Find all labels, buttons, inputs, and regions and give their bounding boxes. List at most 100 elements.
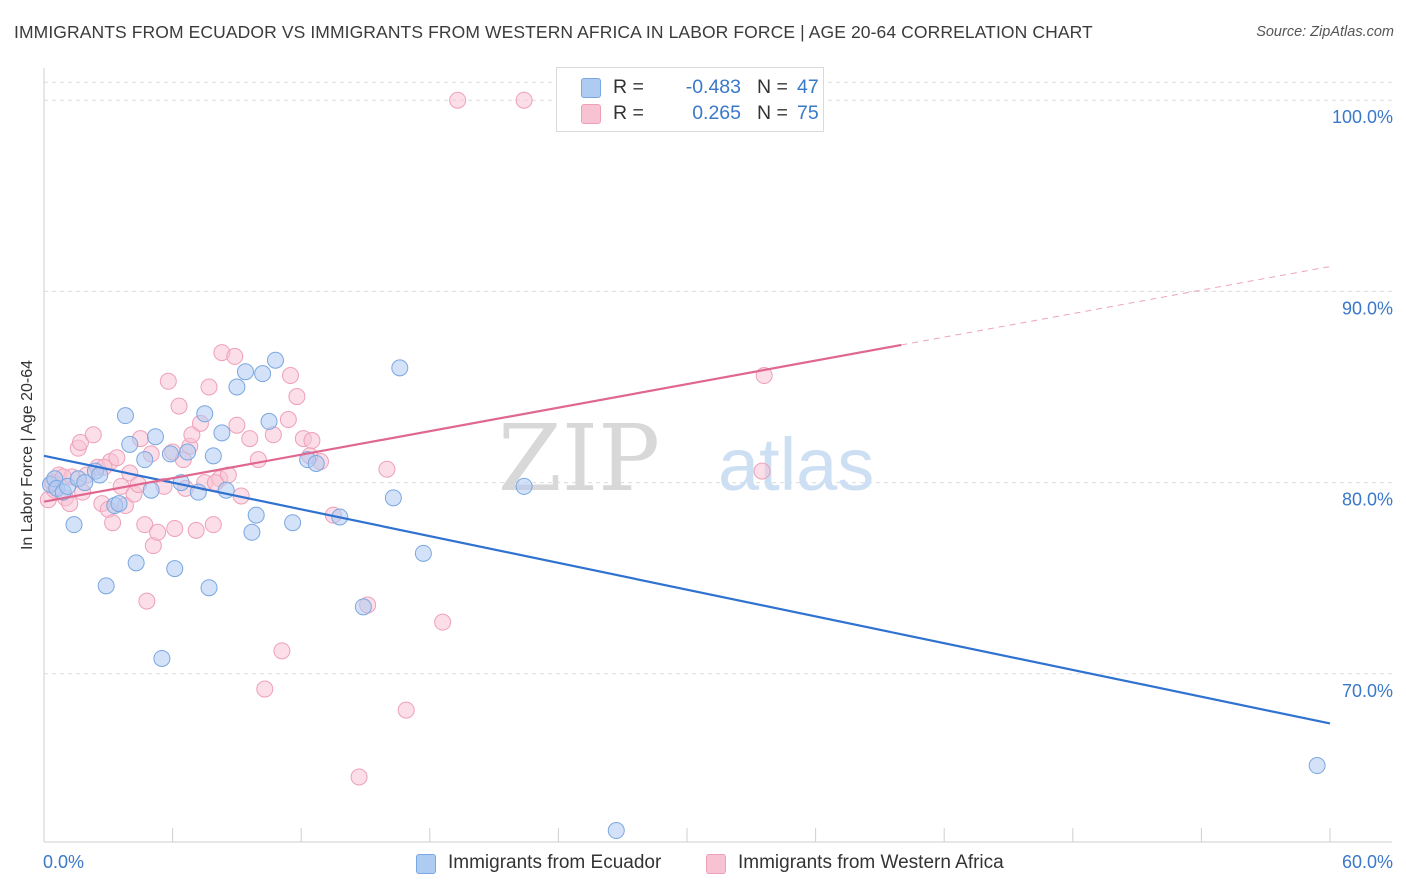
wafrica-point: [200, 378, 218, 396]
ecuador-point: [1308, 757, 1326, 775]
ecuador-point: [161, 445, 179, 463]
ecuador-point: [391, 359, 409, 377]
wafrica-point: [350, 768, 368, 786]
ecuador-point: [200, 579, 218, 597]
ecuador-point: [247, 506, 265, 524]
n-label: N =: [757, 102, 788, 124]
y-tick-labels: 70.0% 80.0% 90.0% 100.0%: [1332, 107, 1393, 701]
watermark-atlas: atlas: [718, 423, 874, 506]
wafrica-point: [104, 514, 122, 532]
wafrica-point: [183, 426, 201, 444]
wafrica-point: [397, 701, 415, 719]
ecuador-point: [166, 560, 184, 578]
wafrica-point: [166, 519, 184, 537]
ecuador-swatch: [416, 854, 436, 874]
wafrica-point: [279, 411, 297, 428]
axes: [43, 68, 1392, 843]
wafrica-point: [204, 516, 222, 534]
wafrica-point: [159, 372, 177, 390]
wafrica-point: [256, 680, 274, 698]
r-label: R =: [613, 76, 644, 98]
watermark: ZIP atlas: [498, 405, 874, 512]
ecuador-point: [127, 554, 145, 572]
trend-line-wafrica: [43, 343, 902, 503]
ecuador-point: [142, 481, 160, 499]
wafrica-swatch: [706, 854, 726, 874]
y-tick-label: 90.0%: [1342, 298, 1393, 318]
trend-lines: [43, 266, 1331, 725]
x-tick-min: 0.0%: [43, 852, 85, 872]
ecuador-point: [266, 351, 284, 369]
n-value: 75: [797, 102, 819, 124]
wafrica-point: [288, 388, 306, 406]
wafrica-point: [273, 642, 291, 660]
legend-label: Immigrants from Ecuador: [448, 852, 662, 873]
ecuador-point: [384, 489, 402, 507]
ecuador-point: [146, 428, 164, 446]
ecuador-point: [110, 495, 128, 513]
r-value: 0.265: [692, 102, 741, 124]
ecuador-point: [260, 412, 278, 430]
wafrica-point: [226, 347, 244, 365]
wafrica-point: [449, 91, 467, 109]
ecuador-point: [76, 474, 94, 492]
ecuador-point: [179, 443, 197, 461]
wafrica-point: [378, 460, 396, 478]
ecuador-point: [354, 598, 372, 616]
wafrica-swatch: [581, 104, 601, 124]
ecuador-point: [65, 516, 83, 534]
wafrica-point: [136, 516, 154, 534]
x-tick-max: 60.0%: [1341, 852, 1393, 872]
n-value: 47: [797, 76, 819, 98]
wafrica-point: [170, 397, 188, 415]
ecuador-point: [121, 435, 139, 453]
wafrica-point: [149, 523, 167, 541]
trend-line-ecuador: [43, 454, 1331, 725]
ecuador-point: [243, 523, 261, 541]
ecuador-swatch: [581, 78, 601, 98]
legend-label: Immigrants from Western Africa: [738, 852, 1004, 873]
y-tick-label: 100.0%: [1332, 107, 1393, 127]
stats-legend: R = -0.483 N = 47 R = 0.265 N = 75: [556, 67, 824, 132]
r-label: R =: [613, 102, 644, 124]
ecuador-point: [196, 405, 214, 423]
ecuador-point: [228, 378, 246, 396]
wafrica-point: [434, 613, 452, 631]
wafrica-point: [753, 462, 771, 480]
ecuador-point: [97, 577, 115, 595]
wafrica-point: [241, 430, 259, 448]
ecuador-point: [213, 424, 231, 442]
wafrica-point: [84, 426, 102, 444]
series-legend: Immigrants from Ecuador Immigrants from …: [0, 852, 1406, 878]
wafrica-point: [281, 367, 299, 385]
wafrica-point: [228, 416, 246, 434]
wafrica-point: [71, 433, 89, 451]
ecuador-point: [116, 407, 134, 425]
watermark-zip: ZIP: [498, 405, 660, 512]
ecuador-point: [153, 649, 171, 667]
ecuador-point: [307, 454, 325, 472]
ecuador-point: [515, 477, 533, 495]
wafrica-point: [303, 432, 321, 450]
chart-title: IMMIGRANTS FROM ECUADOR VS IMMIGRANTS FR…: [14, 22, 1093, 42]
ecuador-point: [136, 451, 154, 469]
ecuador-point: [204, 447, 222, 465]
wafrica-point: [187, 521, 205, 539]
y-tick-label: 70.0%: [1342, 681, 1393, 701]
wafrica-point: [249, 451, 267, 469]
trend-line-wafrica-extension: [901, 266, 1331, 346]
ecuador-point: [254, 365, 272, 383]
ecuador-point: [236, 363, 254, 381]
n-label: N =: [757, 76, 788, 98]
wafrica-point: [515, 91, 533, 109]
y-tick-label: 80.0%: [1342, 490, 1393, 510]
source-credit: Source: ZipAtlas.com: [1256, 24, 1394, 40]
r-value: -0.483: [685, 76, 741, 98]
ecuador-point: [414, 544, 432, 562]
wafrica-point: [108, 449, 126, 467]
ecuador-point: [607, 822, 625, 840]
series-ecuador-points: [41, 351, 1326, 840]
ecuador-point: [284, 514, 302, 532]
wafrica-point: [138, 592, 156, 610]
